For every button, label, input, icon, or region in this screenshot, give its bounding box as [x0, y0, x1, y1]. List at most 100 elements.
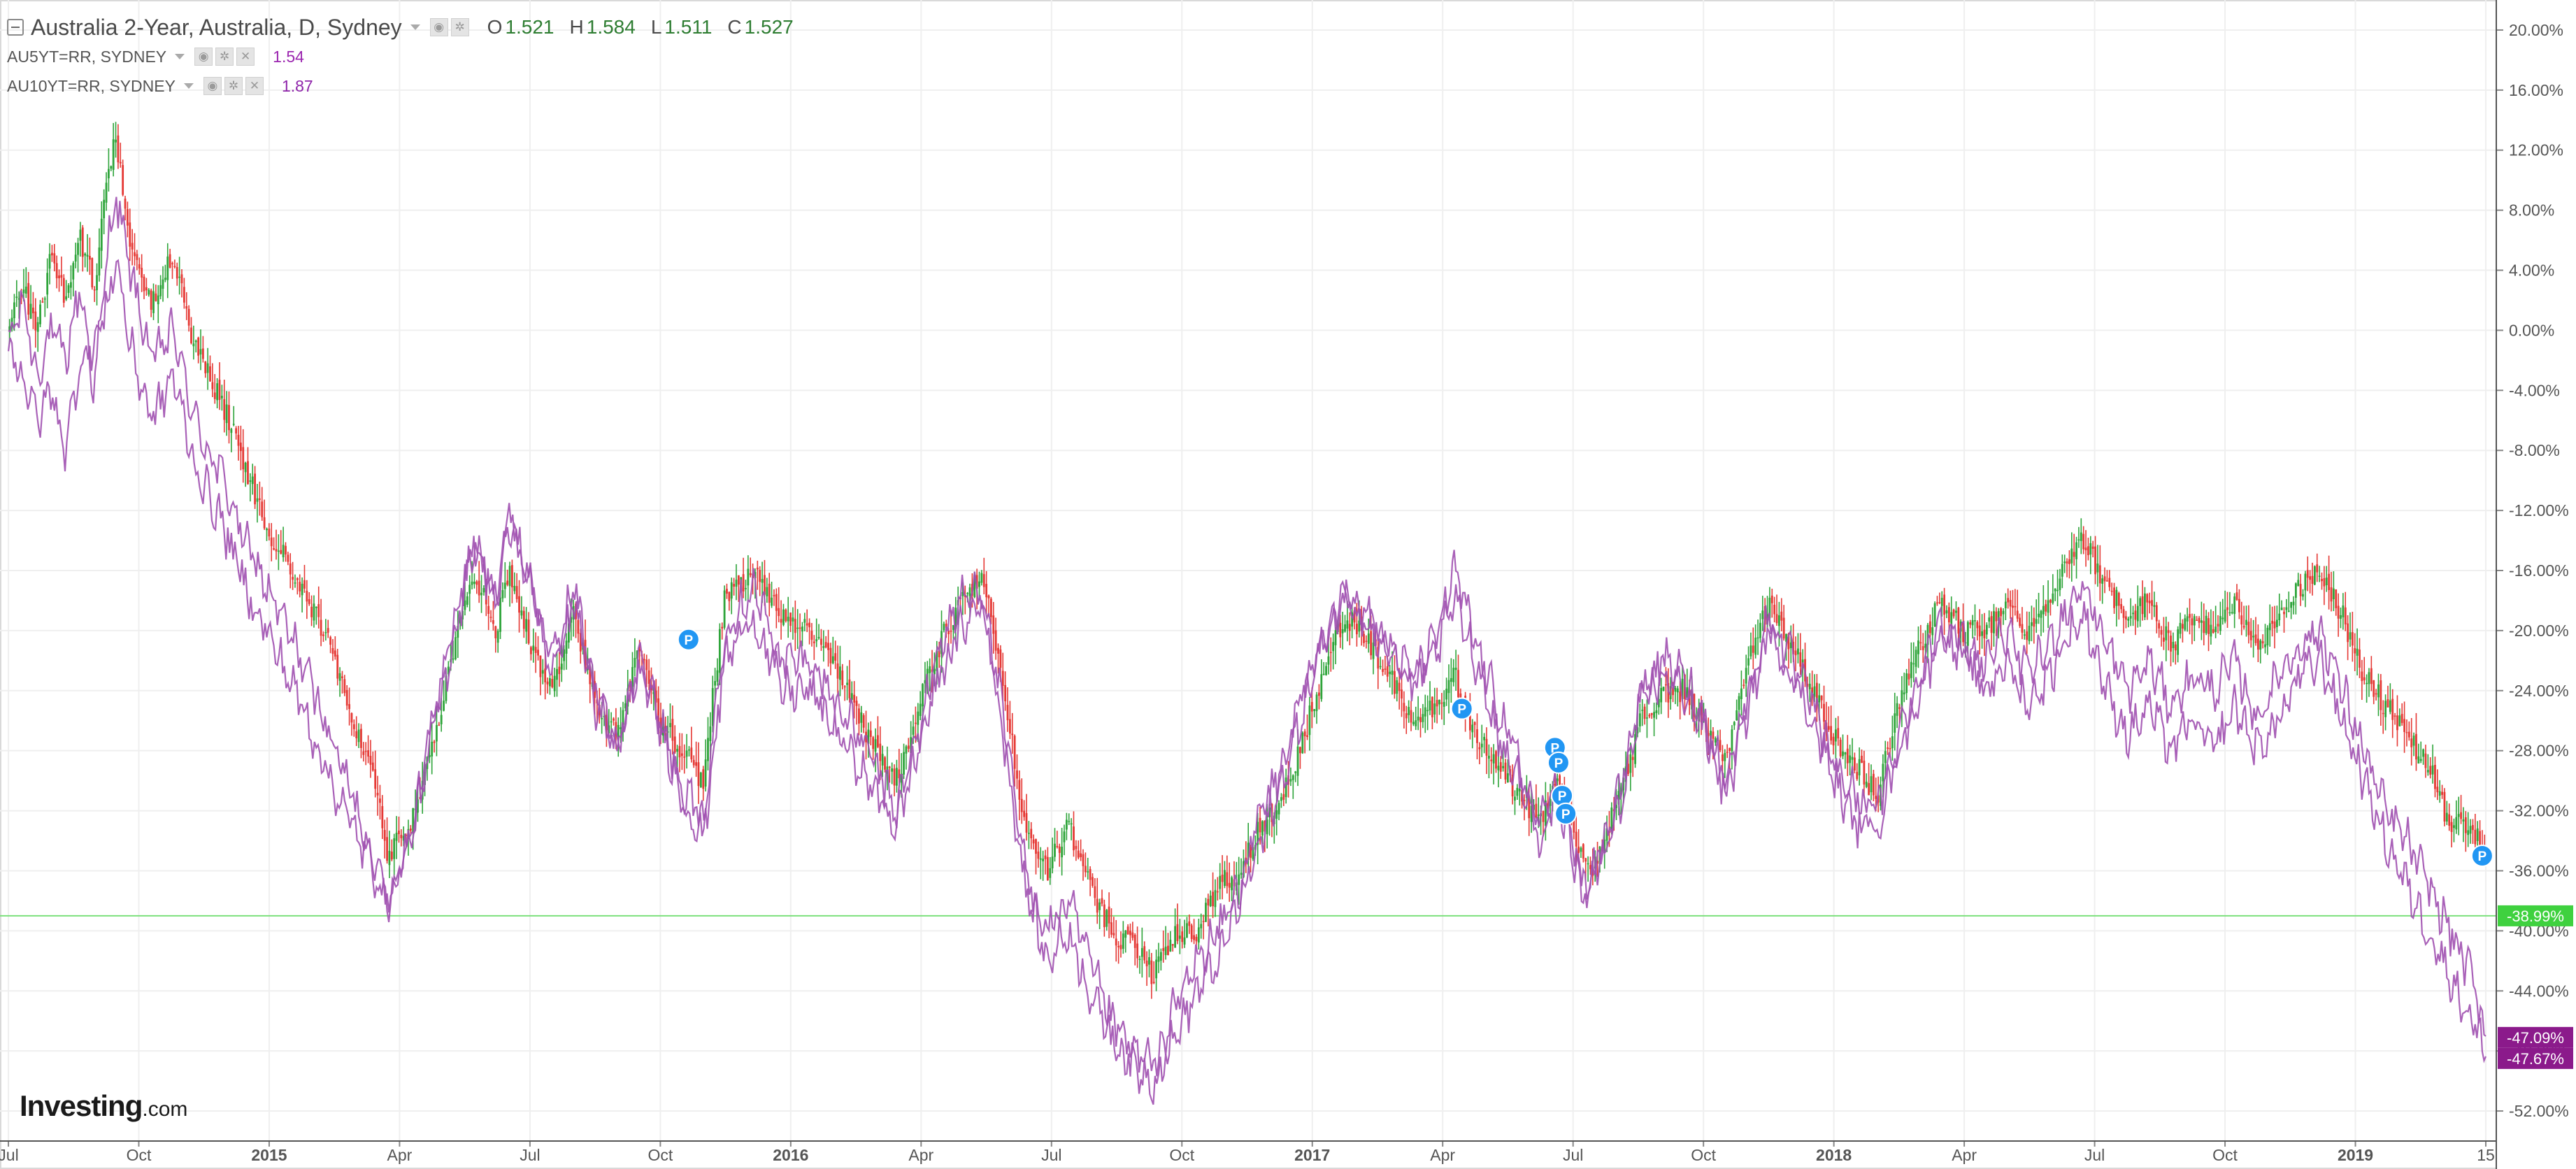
candle-body — [1133, 934, 1136, 948]
candle-body — [787, 617, 789, 622]
candle-body — [1646, 717, 1648, 719]
candle-body — [2450, 822, 2453, 833]
candle-body — [1674, 687, 1677, 692]
y-tick-label: -28.00% — [2509, 742, 2569, 760]
high-value: 1.584 — [586, 16, 636, 38]
candle-body — [2021, 624, 2024, 633]
candle-body — [2342, 605, 2345, 617]
candle-body — [360, 729, 362, 748]
candle-body — [1657, 698, 1660, 708]
candle-body — [1485, 738, 1488, 756]
candle-body — [2158, 623, 2161, 629]
candle-body — [2321, 579, 2323, 582]
close-icon[interactable]: ✕ — [245, 77, 264, 95]
candle-body — [115, 139, 117, 143]
candle-body — [2290, 602, 2293, 608]
candle-body — [1240, 873, 1243, 875]
candle-body — [1679, 691, 1682, 703]
chevron-down-icon[interactable] — [410, 24, 420, 30]
investing-logo[interactable]: Investing.com — [20, 1089, 187, 1123]
candle-body — [209, 366, 211, 382]
candle-body — [249, 480, 252, 482]
event-marker[interactable]: P — [1450, 697, 1473, 720]
candle-body — [1768, 597, 1771, 619]
candle-body — [900, 773, 903, 783]
candle-body — [296, 578, 299, 580]
candle-body — [822, 646, 825, 648]
chevron-down-icon[interactable] — [183, 83, 194, 89]
candle-body — [263, 517, 266, 529]
candle-body — [589, 666, 592, 684]
candle-body — [654, 690, 657, 703]
candle-body — [773, 595, 775, 596]
candle-body — [2096, 564, 2099, 573]
eye-icon[interactable]: ◉ — [194, 48, 213, 66]
candle-body — [2091, 546, 2094, 550]
candle-body — [2004, 601, 2007, 608]
candle-body — [1299, 747, 1301, 754]
candle-body — [2184, 618, 2187, 630]
candle-body — [2460, 812, 2462, 819]
candle-body — [187, 308, 190, 326]
collapse-icon[interactable] — [7, 19, 24, 36]
event-marker[interactable]: P — [1547, 751, 1570, 774]
event-marker[interactable]: P — [1551, 784, 1574, 808]
candle-body — [1490, 759, 1493, 761]
event-marker-badge — [1547, 751, 1570, 774]
candle-body — [1325, 666, 1327, 675]
candle-body — [782, 609, 785, 625]
candle-body — [2028, 626, 2031, 642]
candle-body — [1808, 683, 1811, 689]
candle-body — [636, 650, 638, 659]
gear-icon[interactable]: ✲ — [450, 18, 469, 36]
chevron-down-icon[interactable] — [175, 54, 185, 59]
candle-body — [1995, 611, 1998, 622]
candle-body — [1087, 871, 1089, 873]
candle-body — [301, 583, 303, 596]
candle-body — [2014, 605, 2017, 608]
event-marker[interactable]: P — [677, 628, 700, 651]
eye-icon[interactable]: ◉ — [429, 18, 448, 36]
series-value: 1.87 — [281, 76, 313, 95]
candle-body — [1922, 646, 1924, 650]
candle-body — [2203, 621, 2205, 633]
series-name[interactable]: AU5YT=RR, SYDNEY — [7, 47, 167, 66]
candle-body — [2384, 701, 2387, 717]
series-name[interactable]: AU10YT=RR, SYDNEY — [7, 76, 176, 95]
candle-body — [1073, 826, 1075, 851]
candle-body — [1334, 630, 1337, 645]
candle-body — [917, 711, 920, 725]
candle-body — [1358, 620, 1361, 632]
gear-icon[interactable]: ✲ — [224, 77, 243, 95]
candle-body — [613, 718, 615, 721]
close-icon[interactable]: ✕ — [236, 48, 255, 66]
candle-body — [468, 584, 471, 594]
gear-icon[interactable]: ✲ — [215, 48, 234, 66]
candle-body — [436, 725, 438, 742]
candle-body — [1353, 610, 1356, 623]
candle-body — [180, 274, 183, 284]
candle-body — [1726, 752, 1729, 753]
candle-body — [15, 296, 18, 299]
candle-body — [794, 619, 796, 633]
eye-icon[interactable]: ◉ — [203, 77, 222, 95]
candle-body — [341, 676, 343, 678]
candle-body — [1023, 810, 1026, 817]
candle-body — [2117, 593, 2120, 606]
candle-body — [1478, 747, 1481, 750]
candle-body — [898, 769, 901, 779]
candle-body — [747, 568, 750, 586]
candle-body — [1487, 755, 1490, 759]
candle-body — [1745, 668, 1747, 684]
candle-body — [1447, 680, 1450, 694]
candle-body — [1032, 839, 1035, 844]
candle-body — [303, 580, 306, 589]
candle-body — [225, 404, 228, 424]
event-marker[interactable]: P — [2470, 845, 2493, 867]
candle-body — [2148, 601, 2151, 603]
candle-body — [379, 798, 381, 803]
instrument-title[interactable]: Australia 2-Year, Australia, D, Sydney — [31, 14, 402, 40]
candle-body — [2120, 604, 2123, 610]
event-marker[interactable]: P — [1554, 802, 1577, 825]
